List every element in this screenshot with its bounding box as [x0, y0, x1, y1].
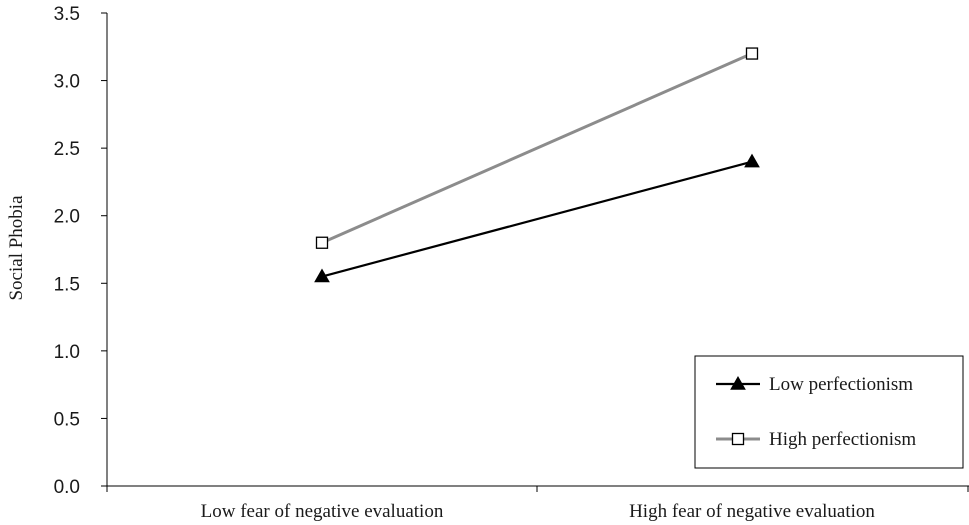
legend-box	[694, 355, 964, 469]
legend-marker	[731, 432, 745, 446]
data-point-marker	[744, 153, 760, 168]
y-tick-label: 1.5	[54, 274, 80, 295]
y-tick-label: 0.5	[54, 409, 80, 430]
y-axis: 0.0 0.5 1.0 1.5 2.0 2.5 3.0 3.5	[54, 4, 108, 498]
y-tick-label: 2.5	[54, 139, 80, 160]
y-axis-title: Social Phobia	[6, 195, 27, 301]
y-tick-label: 2.0	[54, 207, 80, 228]
series-layer	[314, 47, 760, 283]
series-high-perfectionism	[315, 47, 759, 249]
legend-entry: Low perfectionism	[716, 374, 913, 395]
legend-marker	[730, 375, 746, 390]
series-line	[321, 52, 753, 245]
y-tick-label: 0.0	[54, 477, 80, 498]
x-axis: Low fear of negative evaluation High fear…	[106, 485, 969, 522]
series-line	[321, 160, 753, 278]
data-point-marker	[745, 47, 759, 60]
legend-entry: High perfectionism	[716, 429, 916, 450]
data-point-marker	[315, 236, 329, 249]
x-category-label: Low fear of negative evaluation	[201, 501, 444, 522]
series-low-perfectionism	[314, 153, 760, 283]
legend-label: Low perfectionism	[769, 374, 913, 395]
y-tick-label: 1.0	[54, 342, 80, 363]
y-tick-label: 3.5	[54, 4, 80, 25]
legend-label: High perfectionism	[769, 429, 916, 450]
data-point-marker	[314, 268, 330, 283]
legend-entries: Low perfectionism High perfectionism	[716, 374, 916, 450]
x-category-label: High fear of negative evaluation	[629, 501, 875, 522]
legend: Low perfectionism High perfectionism	[694, 355, 964, 469]
y-tick-label: 3.0	[54, 72, 80, 93]
